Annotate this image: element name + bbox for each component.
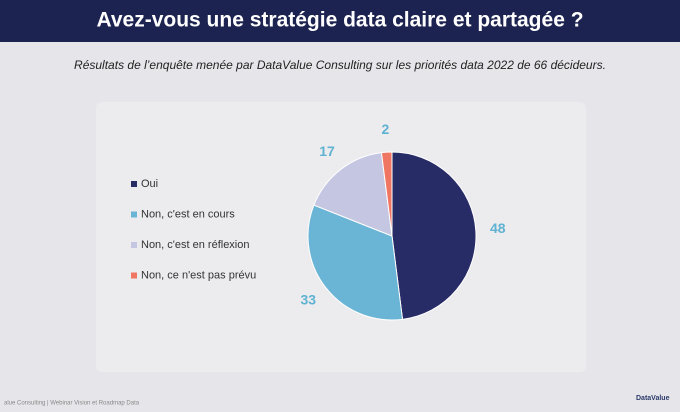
- pie-slice: [313, 152, 393, 237]
- data-label: 2: [381, 121, 389, 137]
- legend-marker: [131, 242, 137, 248]
- data-label: 48: [490, 220, 506, 236]
- header-bar: [0, 0, 680, 42]
- data-label: 17: [319, 143, 335, 159]
- pie-slice: [307, 204, 404, 321]
- pie-slice: [380, 151, 393, 237]
- footer-text: alue Consulting | Webinar Vision et Road…: [4, 401, 140, 407]
- legend-marker: [131, 181, 137, 187]
- legend-label: Non, c'est en réflexion: [141, 239, 250, 251]
- legend-marker: [131, 272, 137, 279]
- footer-logo: DataValue: [636, 395, 670, 402]
- data-label: 33: [300, 292, 316, 308]
- pie-slice: [391, 151, 477, 320]
- legend-label: Non, c'est en cours: [141, 208, 235, 220]
- legend-label: Non, ce n'est pas prévu: [141, 269, 256, 281]
- chart-title: Avez-vous une stratégie data claire et p…: [96, 9, 583, 32]
- legend-marker: [131, 211, 137, 218]
- subtitle: Résultats de l’enquête menée par DataVal…: [74, 58, 606, 72]
- legend-label: Oui: [141, 178, 158, 190]
